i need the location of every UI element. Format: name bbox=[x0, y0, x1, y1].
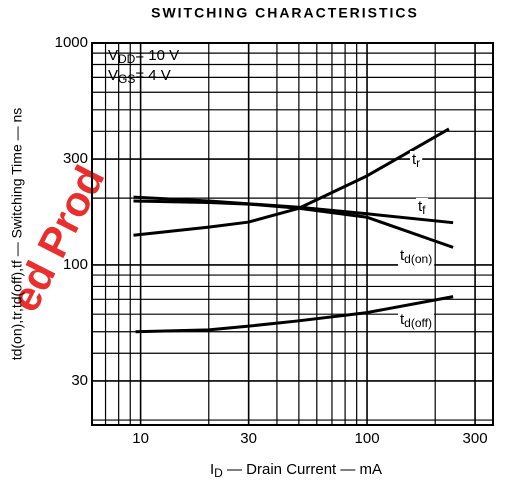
series-label-sub: d(off) bbox=[404, 316, 432, 330]
plot-frame bbox=[91, 42, 494, 426]
x-axis-label-main: I bbox=[210, 461, 214, 478]
label-bg bbox=[416, 197, 429, 218]
annotation-main: V bbox=[108, 67, 118, 84]
series-label-main: t bbox=[400, 311, 405, 328]
x-tick-label: 10 bbox=[132, 430, 149, 447]
series-label: td(off) bbox=[400, 311, 432, 330]
series-label-sub: r bbox=[416, 156, 420, 170]
line-series bbox=[133, 199, 454, 249]
line-series bbox=[135, 295, 454, 334]
annotation-sub: GS bbox=[118, 72, 135, 86]
annotation-sub: DD bbox=[118, 52, 136, 66]
x-axis-label-rest: — Drain Current — mA bbox=[223, 461, 382, 478]
x-axis-label-sub: D bbox=[214, 466, 223, 480]
series-label-main: t bbox=[412, 151, 417, 168]
y-tick-label: 100 bbox=[63, 256, 88, 273]
label-bg bbox=[398, 310, 434, 331]
series-label: tf bbox=[418, 198, 426, 217]
y-tick-label: 300 bbox=[63, 150, 88, 167]
x-axis-label: ID — Drain Current — mA bbox=[210, 461, 382, 480]
series-label-sub: f bbox=[422, 203, 426, 217]
x-tick-label: 100 bbox=[355, 430, 380, 447]
label-bg bbox=[410, 150, 423, 171]
series-label-main: t bbox=[400, 247, 405, 264]
annotation-rest: = 4 V bbox=[135, 67, 170, 84]
x-tick-label: 30 bbox=[240, 430, 257, 447]
annotation-rest: = 10 V bbox=[135, 47, 179, 64]
series-label-sub: d(on) bbox=[404, 252, 432, 266]
annotation-main: V bbox=[108, 47, 118, 64]
x-tick-label: 300 bbox=[463, 430, 488, 447]
line-series bbox=[133, 127, 450, 237]
y-axis-label: td(on),tr,td(off),tf — Switching Time — … bbox=[9, 108, 25, 361]
annotation: VGS= 4 V bbox=[108, 67, 171, 86]
y-tick-label: 1000 bbox=[55, 34, 88, 51]
annotation: VDD= 10 V bbox=[108, 47, 179, 66]
series-label-main: t bbox=[418, 198, 423, 215]
series-label: td(on) bbox=[400, 247, 432, 266]
y-tick-label: 30 bbox=[71, 372, 88, 389]
series-label: tr bbox=[412, 151, 420, 170]
label-bg bbox=[398, 246, 435, 267]
chart-title: SWITCHING CHARACTERISTICS bbox=[151, 5, 419, 21]
